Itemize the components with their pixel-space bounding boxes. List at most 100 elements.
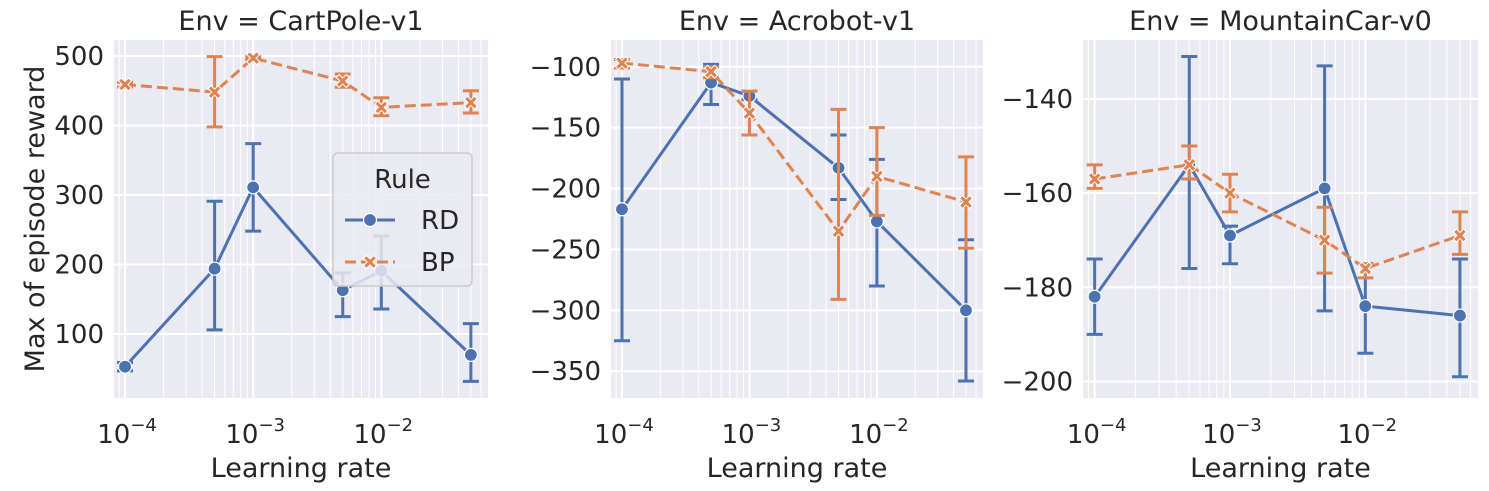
series-bp xyxy=(1086,144,1468,280)
x-tick-base: 10 xyxy=(225,420,258,450)
data-point xyxy=(1358,299,1373,314)
y-tick-label: −200 xyxy=(1002,368,1073,398)
x-tick-base: 10 xyxy=(97,420,130,450)
data-point xyxy=(463,95,479,110)
data-point xyxy=(614,202,630,217)
data-point xyxy=(463,347,478,363)
x-tick-label: 10−3 xyxy=(1202,415,1262,450)
data-point xyxy=(1222,228,1238,243)
data-layer xyxy=(613,55,974,383)
y-tick-label: 200 xyxy=(54,251,104,281)
y-tick-label: 500 xyxy=(54,42,104,72)
panel-title: Env = Acrobot-v1 xyxy=(679,6,915,37)
x-tick-label: 10−3 xyxy=(225,415,285,450)
x-tick-label: 10−4 xyxy=(1067,415,1127,450)
series-bp xyxy=(613,55,974,301)
y-tick-label: 400 xyxy=(54,112,104,142)
data-point xyxy=(1087,289,1102,304)
series-line xyxy=(124,56,471,109)
x-tick-label: 10−2 xyxy=(849,415,909,450)
y-tick-label: −200 xyxy=(530,175,601,205)
x-axis-label: Learning rate xyxy=(211,453,392,484)
data-point xyxy=(117,77,133,92)
y-tick-label: 100 xyxy=(54,320,104,350)
data-point xyxy=(246,180,261,195)
x-tick-exponent: −4 xyxy=(627,415,654,436)
x-tick-base: 10 xyxy=(594,420,627,450)
data-point xyxy=(1222,185,1238,201)
x-tick-exponent: −2 xyxy=(882,415,909,436)
data-point xyxy=(1182,157,1197,173)
legend-label: RD xyxy=(421,206,459,236)
data-point xyxy=(958,303,974,318)
x-tick-label: 10−2 xyxy=(1338,415,1398,450)
x-axis-label: Learning rate xyxy=(707,453,888,484)
x-tick-exponent: −3 xyxy=(1235,415,1262,436)
x-tick-base: 10 xyxy=(1067,420,1100,450)
y-tick-label: −180 xyxy=(1002,273,1073,303)
data-point xyxy=(742,105,757,121)
data-layer xyxy=(1086,54,1468,379)
data-point xyxy=(831,223,846,239)
x-tick-exponent: −4 xyxy=(130,415,157,436)
data-point xyxy=(207,84,222,100)
x-axis-label: Learning rate xyxy=(1190,453,1371,484)
series-bp xyxy=(117,50,479,129)
legend-title: Rule xyxy=(374,165,431,195)
data-point xyxy=(1452,228,1468,243)
y-axis-label: Max of episode reward xyxy=(20,66,51,373)
data-point xyxy=(1317,181,1332,196)
panel-title: Env = CartPole-v1 xyxy=(178,6,423,37)
x-tick-base: 10 xyxy=(722,420,755,450)
legend-marker xyxy=(362,254,378,270)
x-tick-label: 10−2 xyxy=(354,415,414,450)
panel-title: Env = MountainCar-v0 xyxy=(1129,6,1432,37)
series-line xyxy=(1093,162,1461,318)
data-point xyxy=(869,214,884,229)
data-point xyxy=(207,261,222,276)
minor-gridlines xyxy=(615,40,977,398)
x-tick-exponent: −3 xyxy=(258,415,285,436)
x-tick-label: 10−4 xyxy=(594,415,654,450)
y-tick-label: −160 xyxy=(1002,179,1073,209)
series-line xyxy=(621,61,967,234)
y-tick-label: −100 xyxy=(530,53,601,83)
legend: Rule RD BP xyxy=(332,152,473,287)
series-line xyxy=(620,80,968,312)
y-tick-label: −140 xyxy=(1002,85,1073,115)
data-point xyxy=(1358,261,1373,276)
error-bar xyxy=(868,126,885,217)
data-point xyxy=(958,194,974,210)
error-bar xyxy=(830,107,847,301)
data-point xyxy=(614,55,630,71)
x-tick-label: 10−3 xyxy=(722,415,782,450)
x-tick-base: 10 xyxy=(1338,420,1371,450)
y-tick-label: 300 xyxy=(54,181,104,211)
legend-label: BP xyxy=(421,248,455,278)
x-tick-base: 10 xyxy=(849,420,882,450)
x-tick-exponent: −4 xyxy=(1100,415,1127,436)
y-tick-label: −300 xyxy=(530,296,601,326)
data-point xyxy=(703,64,719,79)
y-tick-label: −250 xyxy=(530,235,601,265)
y-tick-label: −350 xyxy=(530,357,601,387)
data-point xyxy=(869,169,885,184)
data-point xyxy=(1317,232,1332,248)
data-point xyxy=(335,73,350,89)
series-line xyxy=(1094,163,1461,271)
x-tick-base: 10 xyxy=(1202,420,1235,450)
y-tick-label: −150 xyxy=(530,114,601,144)
data-point xyxy=(374,100,389,115)
x-tick-base: 10 xyxy=(354,420,387,450)
plot-background xyxy=(611,40,983,398)
x-tick-exponent: −2 xyxy=(387,415,414,436)
x-tick-exponent: −3 xyxy=(755,415,782,436)
data-point xyxy=(245,50,261,66)
x-tick-exponent: −2 xyxy=(1371,415,1398,436)
data-point xyxy=(117,359,133,374)
data-point xyxy=(1452,308,1468,323)
